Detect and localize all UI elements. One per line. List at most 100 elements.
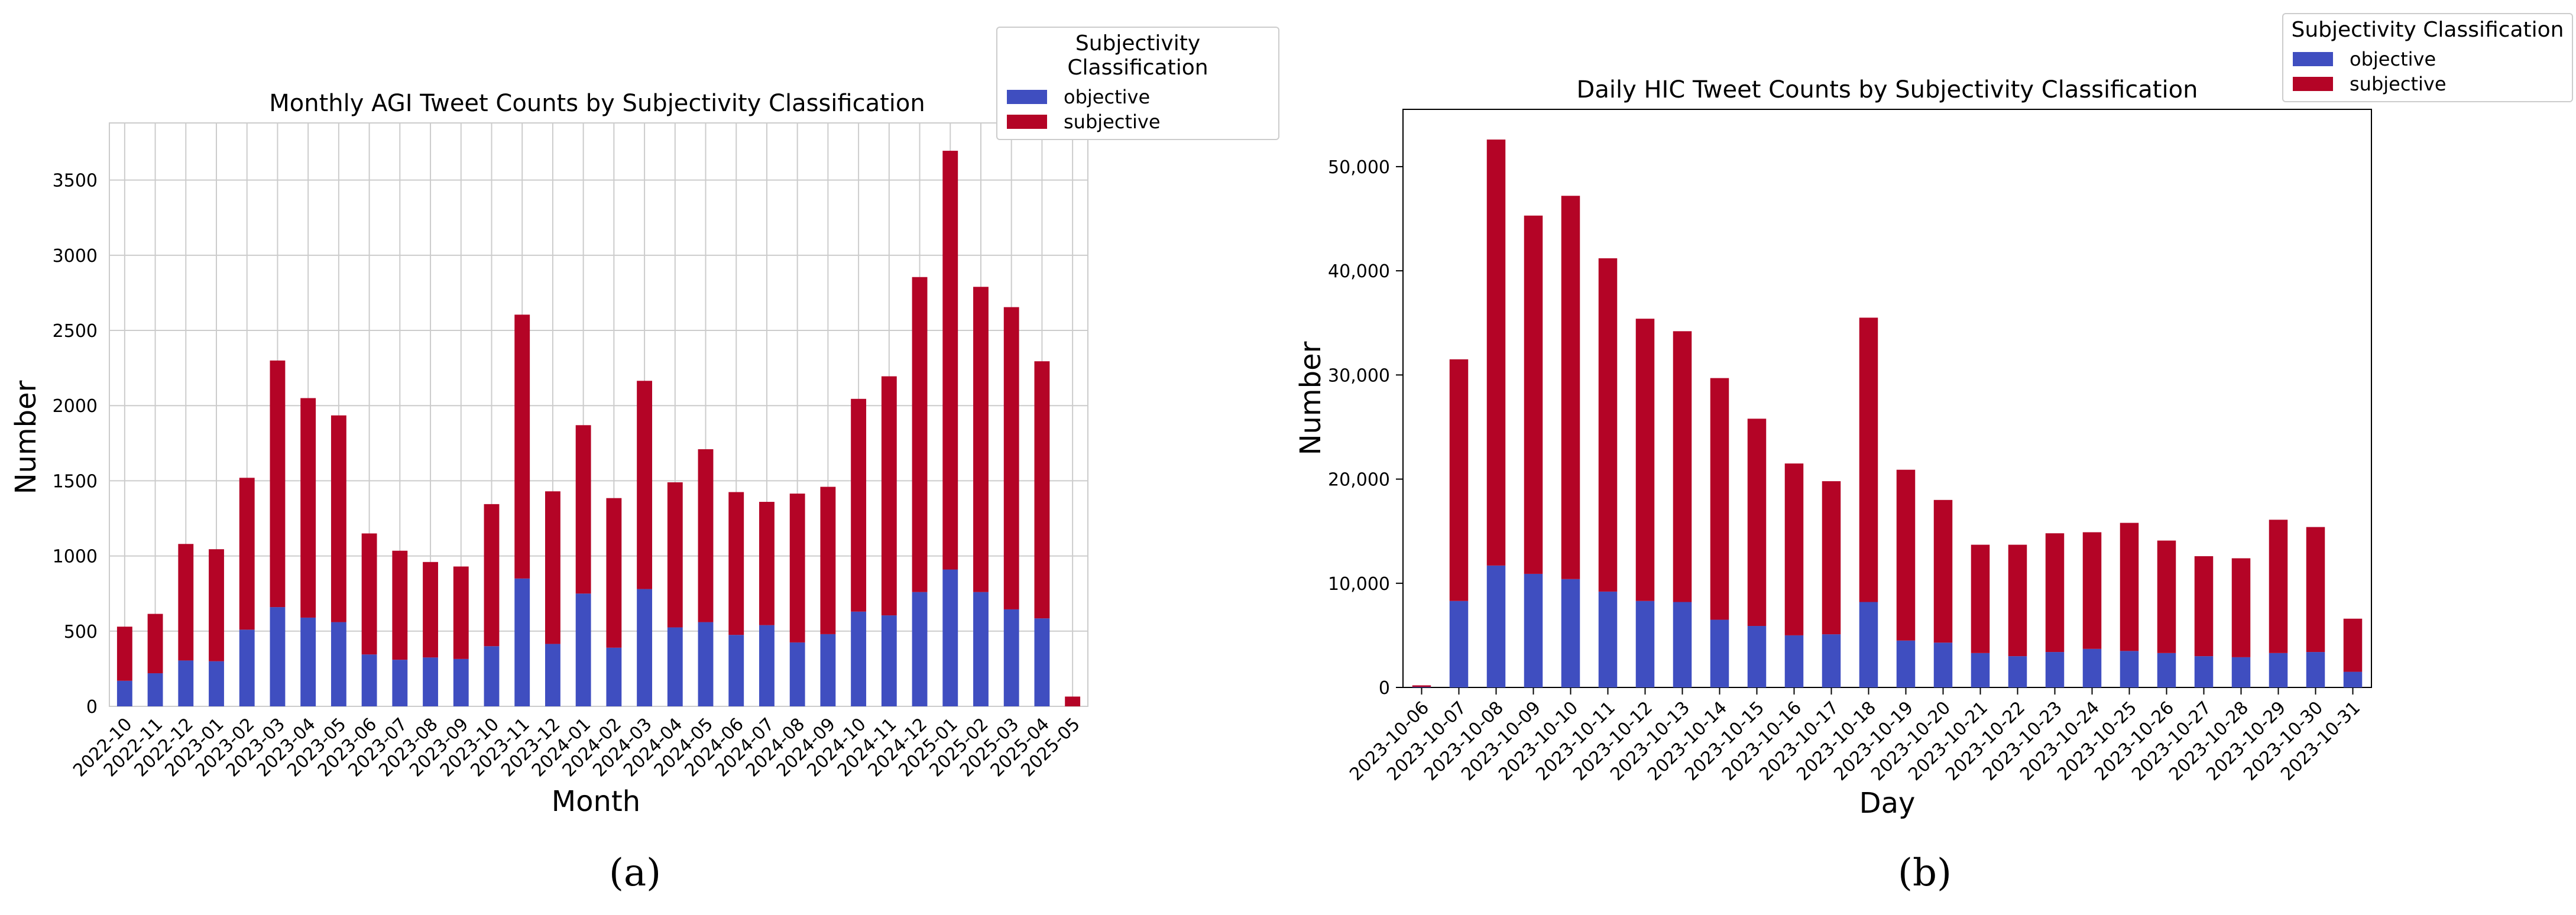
- b-bar-objective: [1449, 601, 1469, 687]
- chart-b-legend-item-objective: objective: [2293, 48, 2562, 70]
- b-bar-subjective: [1561, 196, 1580, 579]
- a-ytick-label: 0: [86, 697, 98, 718]
- b-bar-subjective: [1971, 544, 1990, 653]
- b-bar-objective: [1524, 573, 1543, 687]
- b-bar-objective: [2231, 657, 2251, 687]
- b-bar-objective: [1710, 619, 1729, 687]
- b-bar-subjective: [1933, 499, 1953, 643]
- b-ytick-label: 20,000: [1328, 470, 1390, 491]
- b-bar-objective: [2306, 652, 2325, 687]
- legend-swatch-subjective: [1007, 115, 1047, 129]
- b-bar-objective: [1822, 634, 1841, 687]
- b-bar-subjective: [1635, 319, 1655, 601]
- b-bar-objective: [1486, 565, 1506, 687]
- b-bar-subjective: [2082, 532, 2102, 649]
- chart-b-legend-item-subjective: subjective: [2293, 73, 2562, 95]
- b-bar-subjective: [1412, 685, 1431, 687]
- b-bar-objective: [2194, 656, 2214, 687]
- legend-label-subjective: subjective: [2350, 73, 2447, 95]
- b-ytick-label: 0: [1379, 678, 1390, 699]
- a-bar-subjective: [820, 486, 836, 634]
- b-bar-subjective: [2157, 540, 2176, 653]
- b-bar-objective: [2343, 671, 2363, 687]
- chart-b-legend: Subjectivity Classification objective su…: [2282, 13, 2573, 102]
- b-bar-subjective: [2269, 520, 2288, 653]
- a-bar-subjective: [545, 491, 560, 644]
- legend-swatch-subjective: [2293, 77, 2333, 91]
- chart-a-legend-item-objective: objective: [1007, 86, 1269, 108]
- a-bar-subjective: [270, 360, 286, 608]
- a-bar-objective: [453, 658, 469, 706]
- a-bar-subjective: [942, 151, 958, 570]
- b-bar-objective: [1933, 643, 1953, 687]
- b-bar-subjective: [1896, 469, 1916, 641]
- chart-a-legend: Subjectivity Classification objective su…: [996, 27, 1279, 140]
- a-ytick-label: 2000: [53, 396, 98, 417]
- a-bar-subjective: [453, 566, 469, 659]
- b-bar-subjective: [1822, 481, 1841, 635]
- a-bar-objective: [698, 622, 714, 706]
- a-bar-objective: [545, 644, 560, 706]
- a-bar-subjective: [637, 381, 653, 589]
- caption-b: (b): [1898, 851, 1952, 895]
- a-bar-subjective: [239, 478, 255, 630]
- b-bar-objective: [1784, 635, 1804, 687]
- b-bar-subjective: [1747, 418, 1767, 627]
- a-bar-subjective: [178, 544, 194, 661]
- a-bar-objective: [300, 617, 316, 706]
- chart-a-title: Monthly AGI Tweet Counts by Subjectivity…: [269, 90, 925, 117]
- a-bar-objective: [178, 660, 194, 706]
- b-bar-objective: [1896, 640, 1916, 687]
- a-bar-subjective: [514, 314, 530, 579]
- a-bar-subjective: [973, 287, 989, 592]
- a-bar-objective: [1034, 618, 1050, 706]
- a-bar-objective: [881, 615, 897, 706]
- a-bar-subjective: [1034, 361, 1050, 619]
- b-bar-subjective: [2231, 558, 2251, 657]
- a-bar-subjective: [147, 614, 163, 674]
- chart-a-legend-title: Subjectivity Classification: [1067, 31, 1208, 80]
- a-bar-subjective: [330, 415, 346, 622]
- legend-label-objective: objective: [2350, 48, 2436, 70]
- b-bar-subjective: [1449, 359, 1469, 601]
- b-bar-subjective: [2008, 544, 2027, 657]
- a-bar-objective: [759, 625, 775, 706]
- a-ytick-label: 3000: [53, 246, 98, 267]
- a-bar-subjective: [1065, 696, 1081, 706]
- b-bar-objective: [1859, 602, 1878, 687]
- chart-a-plot-area: [109, 122, 1088, 707]
- a-bar-objective: [1003, 609, 1019, 706]
- a-bar-subjective: [759, 502, 775, 625]
- b-bar-subjective: [1859, 317, 1878, 602]
- b-ytick-label: 50,000: [1328, 157, 1390, 178]
- b-bar-subjective: [1598, 258, 1618, 592]
- a-bar-subjective: [484, 504, 500, 647]
- caption-a: (a): [609, 851, 662, 895]
- a-bar-subjective: [361, 533, 377, 655]
- a-bar-subjective: [116, 627, 132, 681]
- b-bar-subjective: [2306, 527, 2325, 653]
- b-bar-objective: [2157, 653, 2176, 687]
- legend-label-subjective: subjective: [1064, 111, 1161, 133]
- chart-a-ylabel: Number: [9, 380, 43, 494]
- legend-swatch-objective: [2293, 52, 2333, 66]
- a-bar-subjective: [698, 449, 714, 622]
- a-bar-subjective: [423, 562, 438, 658]
- a-bar-objective: [330, 622, 346, 706]
- b-bar-objective: [1747, 626, 1767, 687]
- a-bar-objective: [484, 646, 500, 706]
- a-bar-subjective: [912, 277, 928, 592]
- b-bar-objective: [1971, 653, 1990, 687]
- b-bar-subjective: [1486, 139, 1506, 566]
- b-bar-subjective: [2045, 533, 2065, 653]
- b-bar-objective: [1673, 602, 1692, 687]
- a-bar-subjective: [667, 482, 683, 628]
- a-bar-objective: [239, 630, 255, 706]
- chart-a-xlabel: Month: [552, 785, 640, 818]
- a-bar-objective: [942, 569, 958, 706]
- chart-b-title: Daily HIC Tweet Counts by Subjectivity C…: [1577, 76, 2198, 103]
- b-bar-subjective: [1784, 463, 1804, 635]
- b-bar-subjective: [2343, 618, 2363, 672]
